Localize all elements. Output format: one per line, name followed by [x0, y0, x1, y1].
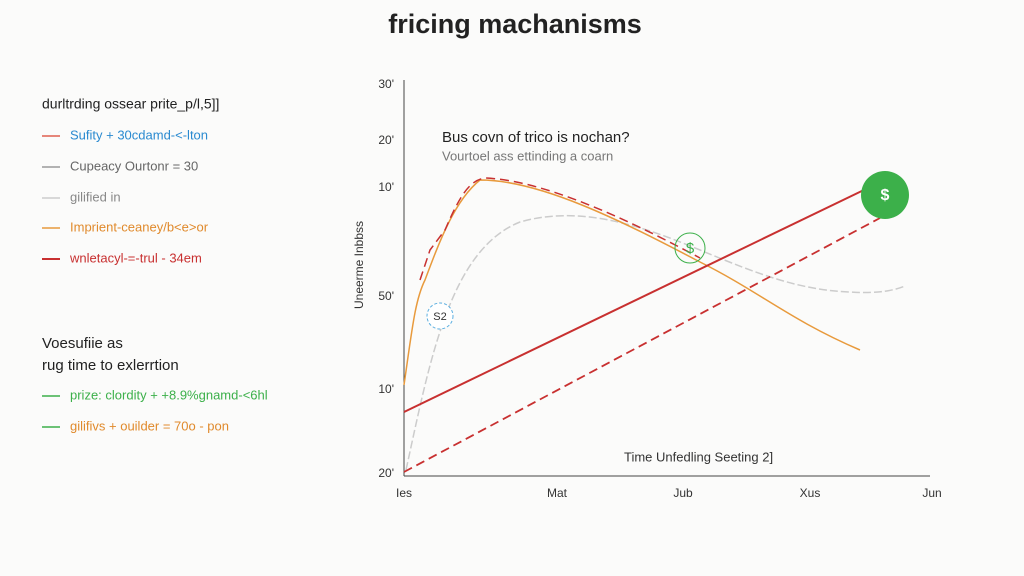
legend-item: Imprient-ceaney/b<e>or: [70, 219, 209, 234]
curve-red-dashed: [419, 177, 701, 281]
legend-item: gilified in: [70, 189, 121, 204]
legend-heading: rug time to exlerrtion: [42, 357, 179, 374]
trend-dashed: [403, 217, 881, 473]
trend-solid: [403, 187, 869, 413]
y-tick-label: 20': [378, 466, 394, 480]
legend-item: Sufity + 30cdamd-<-lton: [70, 127, 208, 142]
legend-item: prize: clordity + +8.9%gnamd-<6hl: [70, 387, 268, 402]
legend-item: wnletacyl-=-trul - 34em: [69, 250, 202, 265]
badge: [674, 232, 706, 264]
legend-heading: durltrding ossear prite_p/l,5]]: [42, 96, 219, 112]
annotation-sub: Vourtoel ass ettinding a coarn: [442, 148, 613, 163]
x-tick-label: Ies: [396, 486, 412, 500]
y-tick-label: 30': [378, 77, 394, 91]
note: Time Unfedling Seeting 2]: [624, 449, 773, 464]
y-tick-label: 10': [378, 382, 394, 396]
badge-label: $: [881, 187, 890, 204]
x-tick-label: Mat: [547, 486, 568, 500]
legend-item: gilifivs + ouilder = 70o - pon: [70, 418, 229, 433]
legend-heading: Voesufiie as: [42, 335, 123, 352]
y-tick-label: 20': [378, 133, 394, 147]
legend-item: Cupeacy Ourtonr = 30: [70, 158, 198, 173]
curve-orange: [403, 179, 861, 386]
y-axis-label: Uneerme Inbbss: [352, 221, 366, 309]
x-tick-label: Jub: [673, 486, 693, 500]
badge-label: $: [686, 240, 695, 257]
badge: [861, 171, 909, 219]
x-tick-label: Jun: [922, 486, 941, 500]
badge: [426, 302, 454, 330]
x-tick-label: Xus: [800, 486, 821, 500]
y-tick-label: 50': [378, 289, 394, 303]
badge-label: S2: [433, 311, 446, 323]
title: fricing machanisms: [388, 9, 642, 39]
y-tick-label: 10': [378, 180, 394, 194]
annotation-title: Bus covn of trico is nochan?: [442, 129, 630, 146]
